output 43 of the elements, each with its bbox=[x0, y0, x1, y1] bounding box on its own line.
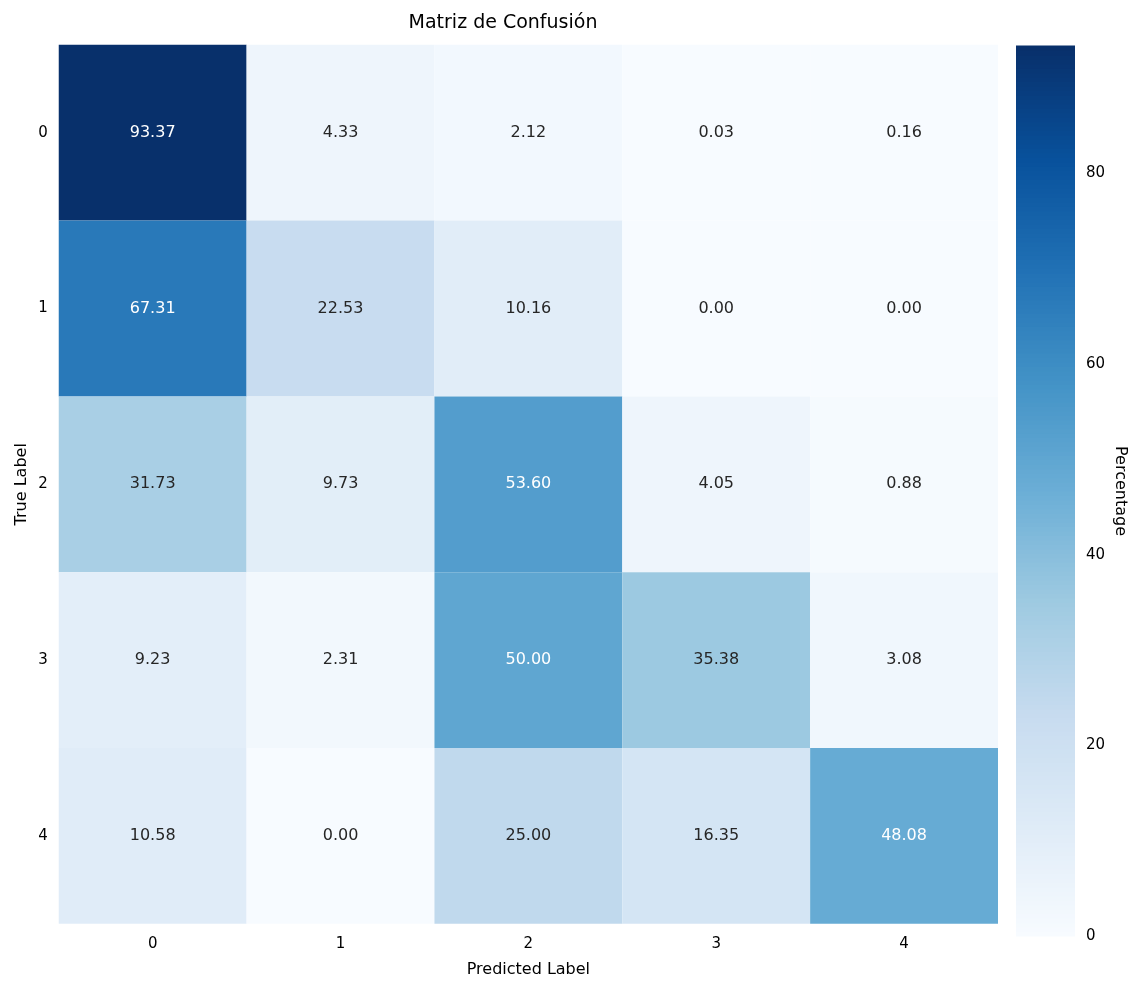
data-label: 9.23 bbox=[134, 649, 171, 669]
y-tick-label: 4 bbox=[38, 825, 48, 844]
data-label: 9.73 bbox=[322, 473, 359, 493]
color-bar-label: 40 bbox=[1086, 544, 1106, 563]
data-label: 0.00 bbox=[698, 297, 735, 317]
x-axis-title: Predicted Label bbox=[466, 958, 591, 978]
data-label: 22.53 bbox=[317, 297, 364, 317]
x-tick-label: 1 bbox=[335, 933, 346, 952]
data-label: 48.08 bbox=[881, 825, 927, 845]
data-label: 16.35 bbox=[693, 825, 740, 845]
y-axis-title: True Label bbox=[10, 443, 30, 527]
y-tick-label: 2 bbox=[38, 474, 48, 493]
data-label: 0.16 bbox=[886, 121, 922, 141]
color-bar-label: 80 bbox=[1086, 163, 1106, 182]
data-label: 0.88 bbox=[886, 473, 922, 493]
data-label: 2.31 bbox=[322, 649, 359, 669]
data-label: 35.38 bbox=[693, 649, 740, 669]
data-label: 3.08 bbox=[886, 649, 922, 669]
data-label: 0.00 bbox=[886, 297, 922, 317]
y-tick-label: 0 bbox=[38, 122, 48, 141]
data-label: 4.05 bbox=[698, 473, 735, 493]
data-label: 50.00 bbox=[505, 649, 552, 669]
x-tick-label: 2 bbox=[523, 933, 534, 952]
data-label: 0.00 bbox=[322, 825, 359, 845]
color-bar-title: Percentage bbox=[1112, 445, 1132, 537]
y-tick-label: 3 bbox=[38, 649, 48, 668]
data-label: 67.31 bbox=[129, 297, 176, 317]
y-tick-label: 1 bbox=[38, 298, 48, 317]
x-tick-label: 0 bbox=[147, 933, 158, 952]
data-label: 10.16 bbox=[505, 297, 552, 317]
data-label: 25.00 bbox=[505, 825, 552, 845]
data-label: 93.37 bbox=[129, 121, 176, 141]
x-tick-label: 4 bbox=[899, 933, 909, 952]
chart-title: Matriz de Confusión bbox=[408, 10, 598, 33]
data-label: 0.03 bbox=[698, 121, 735, 141]
x-tick-label: 3 bbox=[711, 933, 721, 952]
data-label: 2.12 bbox=[510, 121, 547, 141]
color-bar-label: 20 bbox=[1086, 735, 1106, 754]
data-label: 53.60 bbox=[505, 473, 552, 493]
data-label: 31.73 bbox=[129, 473, 176, 493]
data-label: 4.33 bbox=[322, 121, 359, 141]
color-bar-label: 60 bbox=[1086, 353, 1106, 372]
data-label: 10.58 bbox=[129, 825, 176, 845]
